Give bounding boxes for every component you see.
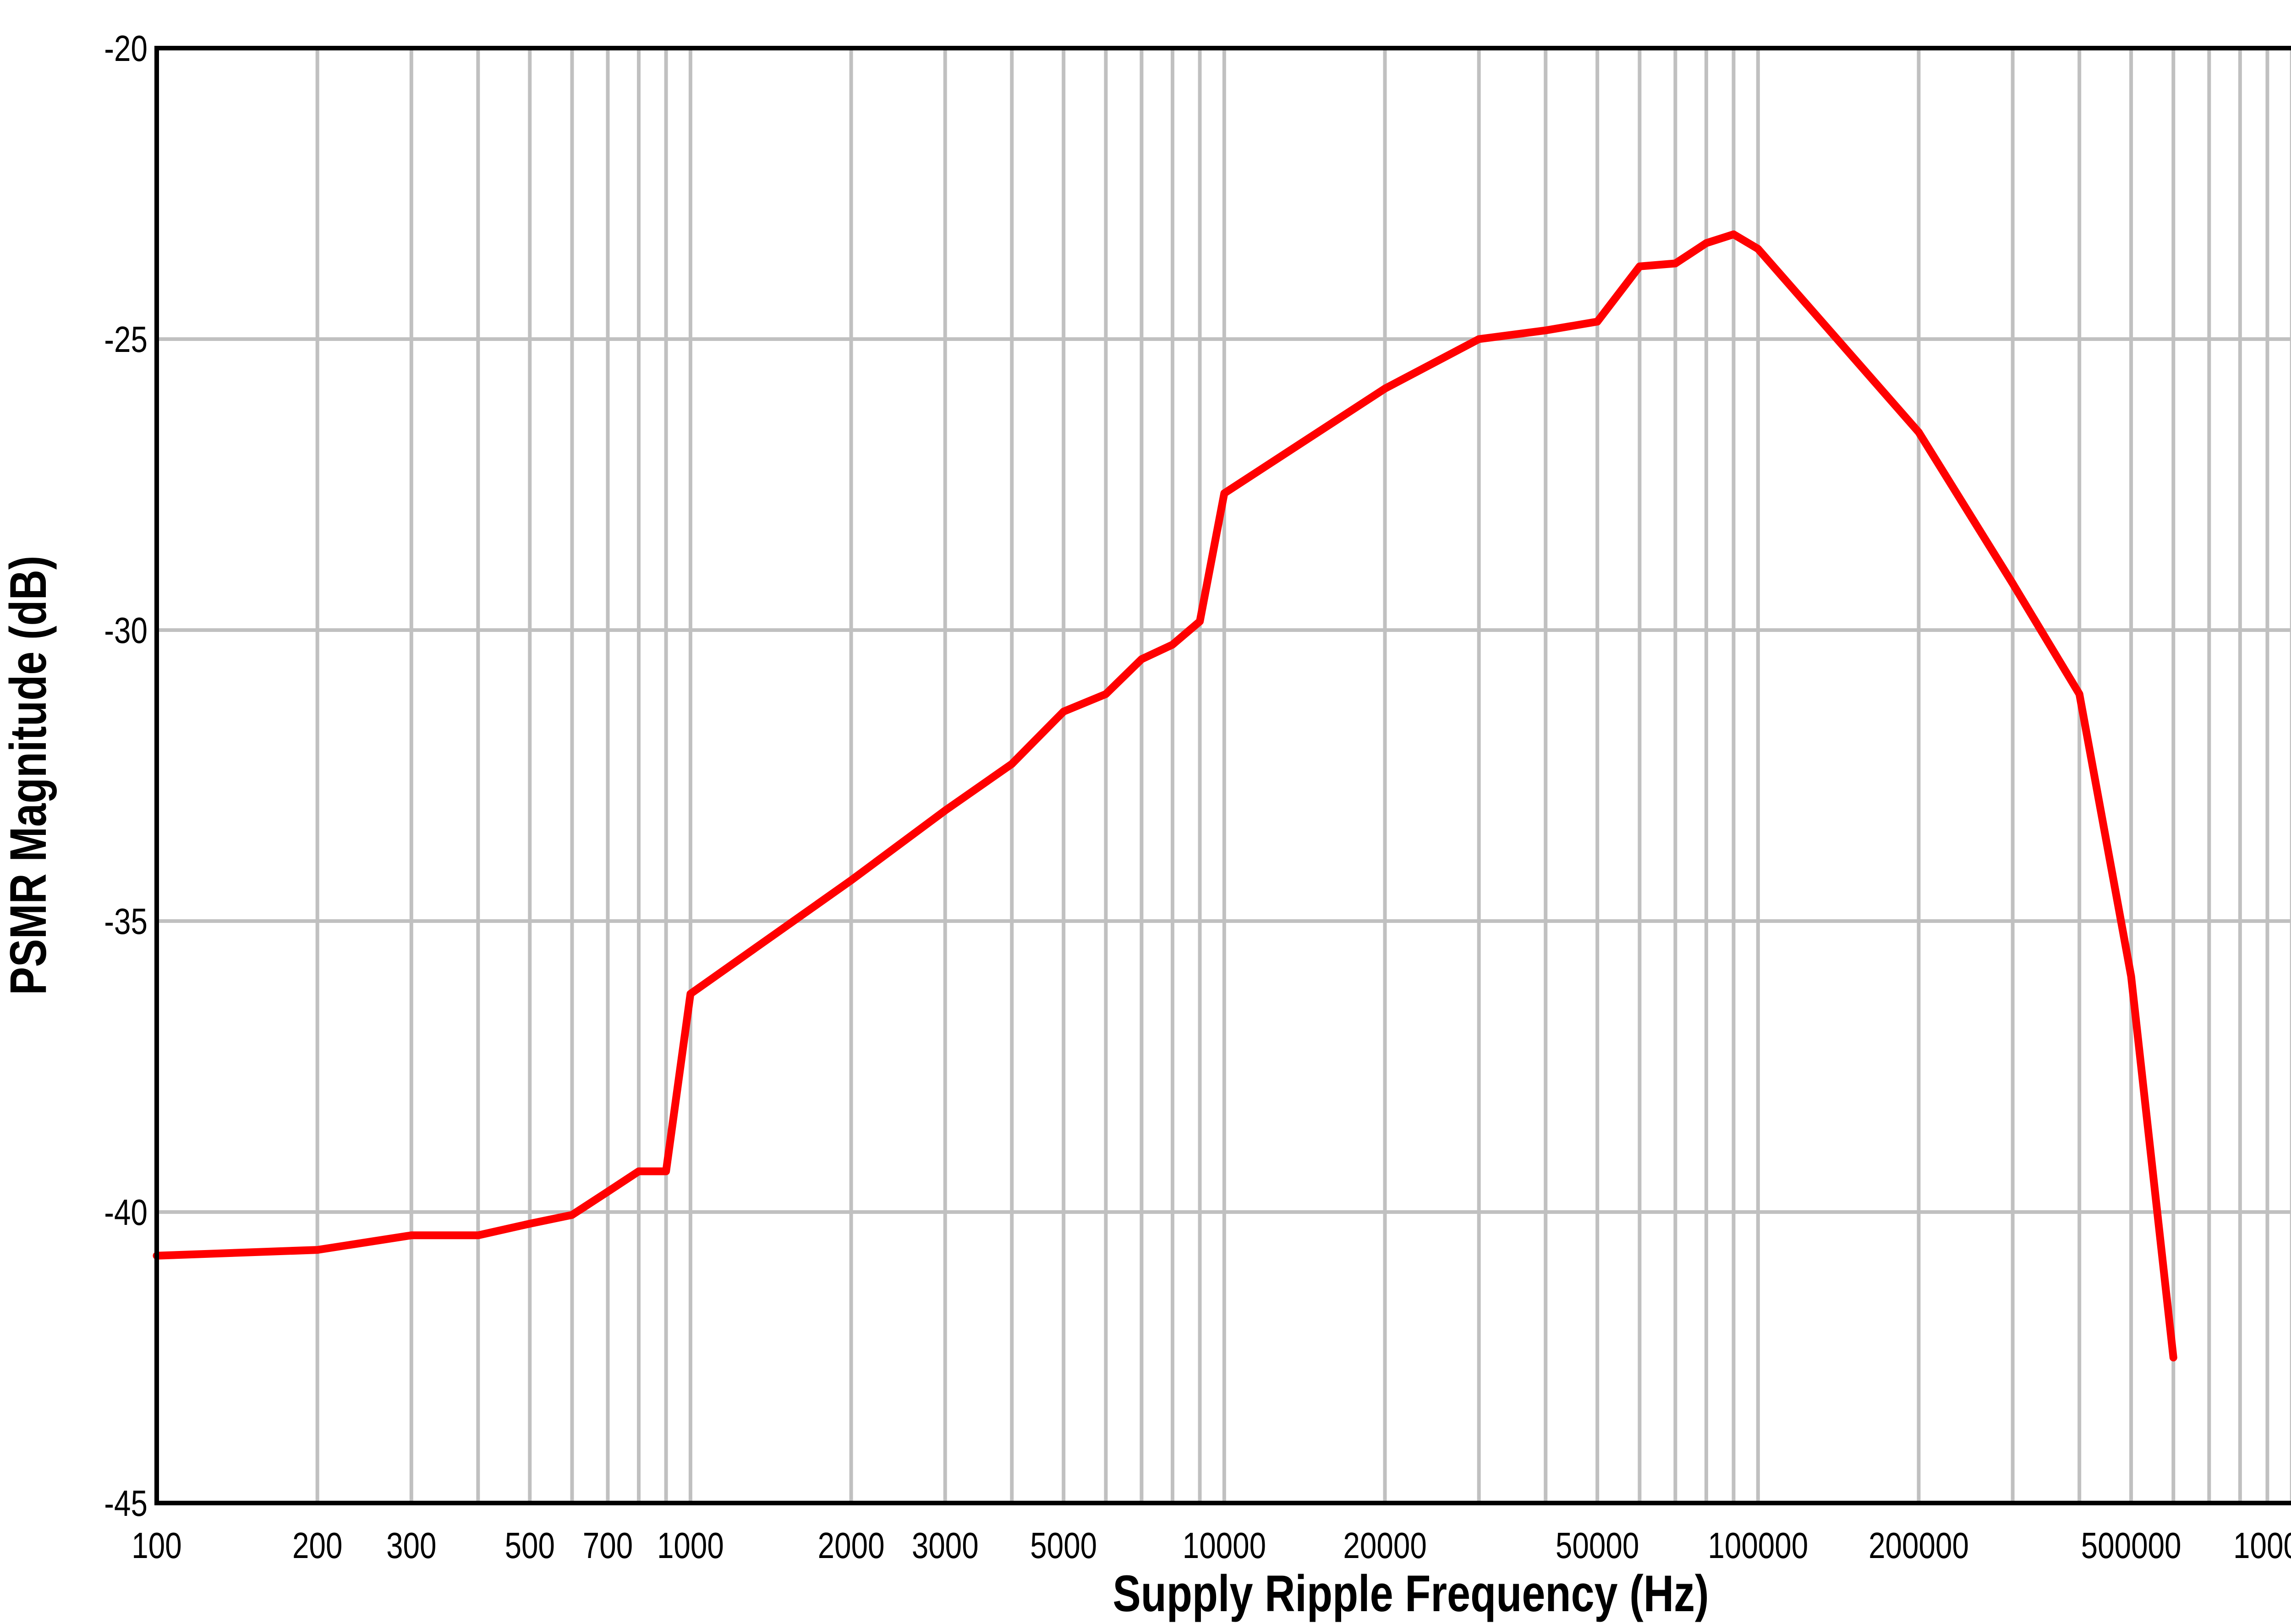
x-tick-label: 3000: [912, 1525, 979, 1566]
x-tick-label: 5000: [1030, 1525, 1097, 1566]
plot-frame: [154, 46, 2291, 1505]
x-tick-label: 100000: [1708, 1525, 1808, 1566]
x-tick-label: 500000: [2081, 1525, 2181, 1566]
x-tick-label: 50000: [1556, 1525, 1639, 1566]
data-series: [153, 230, 2177, 1361]
x-tick-label: 20000: [1343, 1525, 1426, 1566]
x-tick-label: 200: [292, 1525, 342, 1566]
x-tick-label: 2000: [818, 1525, 885, 1566]
gridlines: [157, 48, 2291, 1503]
y-tick-label: -25: [104, 319, 148, 360]
psmr-data-line: [153, 230, 2177, 1361]
y-tick-label: -20: [104, 28, 148, 69]
y-tick-label: -40: [104, 1192, 148, 1233]
y-axis-tick-labels: -20 -25 -30 -35 -40 -45: [104, 28, 148, 1524]
x-axis-tick-labels: 100 200 300 500 700 1000 2000 3000 5000 10000 2000…: [132, 1525, 2291, 1566]
x-axis-title: Supply Ripple Frequency (Hz): [1113, 1564, 1709, 1622]
y-axis-title: PSMR Magnitude (dB): [0, 555, 57, 995]
x-tick-label: 100: [132, 1525, 181, 1566]
x-tick-label: 500: [505, 1525, 555, 1566]
x-tick-label: 1000: [657, 1525, 724, 1566]
x-tick-label: 1000000: [2233, 1525, 2291, 1566]
x-tick-label: 700: [583, 1525, 633, 1566]
y-tick-label: -45: [104, 1483, 148, 1524]
y-tick-label: -35: [104, 901, 148, 942]
x-tick-label: 10000: [1183, 1525, 1266, 1566]
y-tick-label: -30: [104, 610, 148, 651]
x-tick-label: 300: [386, 1525, 436, 1566]
x-tick-label: 200000: [1869, 1525, 1969, 1566]
